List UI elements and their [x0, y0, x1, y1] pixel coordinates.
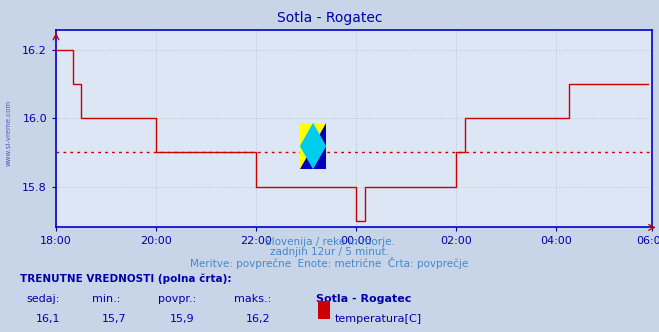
Text: www.si-vreme.com: www.si-vreme.com: [5, 100, 12, 166]
Polygon shape: [300, 123, 326, 169]
Text: 15,7: 15,7: [102, 314, 127, 324]
Text: TRENUTNE VREDNOSTI (polna črta):: TRENUTNE VREDNOSTI (polna črta):: [20, 274, 231, 285]
Text: Sotla - Rogatec: Sotla - Rogatec: [316, 294, 412, 304]
Text: Sotla - Rogatec: Sotla - Rogatec: [277, 11, 382, 25]
Text: 16,1: 16,1: [36, 314, 61, 324]
Text: maks.:: maks.:: [234, 294, 272, 304]
Text: min.:: min.:: [92, 294, 121, 304]
Text: povpr.:: povpr.:: [158, 294, 196, 304]
Text: zadnjih 12ur / 5 minut.: zadnjih 12ur / 5 minut.: [270, 247, 389, 257]
Text: 15,9: 15,9: [170, 314, 194, 324]
Polygon shape: [300, 123, 326, 169]
Text: 16,2: 16,2: [246, 314, 270, 324]
Text: Meritve: povprečne  Enote: metrične  Črta: povprečje: Meritve: povprečne Enote: metrične Črta:…: [190, 257, 469, 269]
Polygon shape: [300, 123, 326, 169]
Text: Slovenija / reke in morje.: Slovenija / reke in morje.: [264, 237, 395, 247]
Text: sedaj:: sedaj:: [26, 294, 60, 304]
Text: temperatura[C]: temperatura[C]: [335, 314, 422, 324]
